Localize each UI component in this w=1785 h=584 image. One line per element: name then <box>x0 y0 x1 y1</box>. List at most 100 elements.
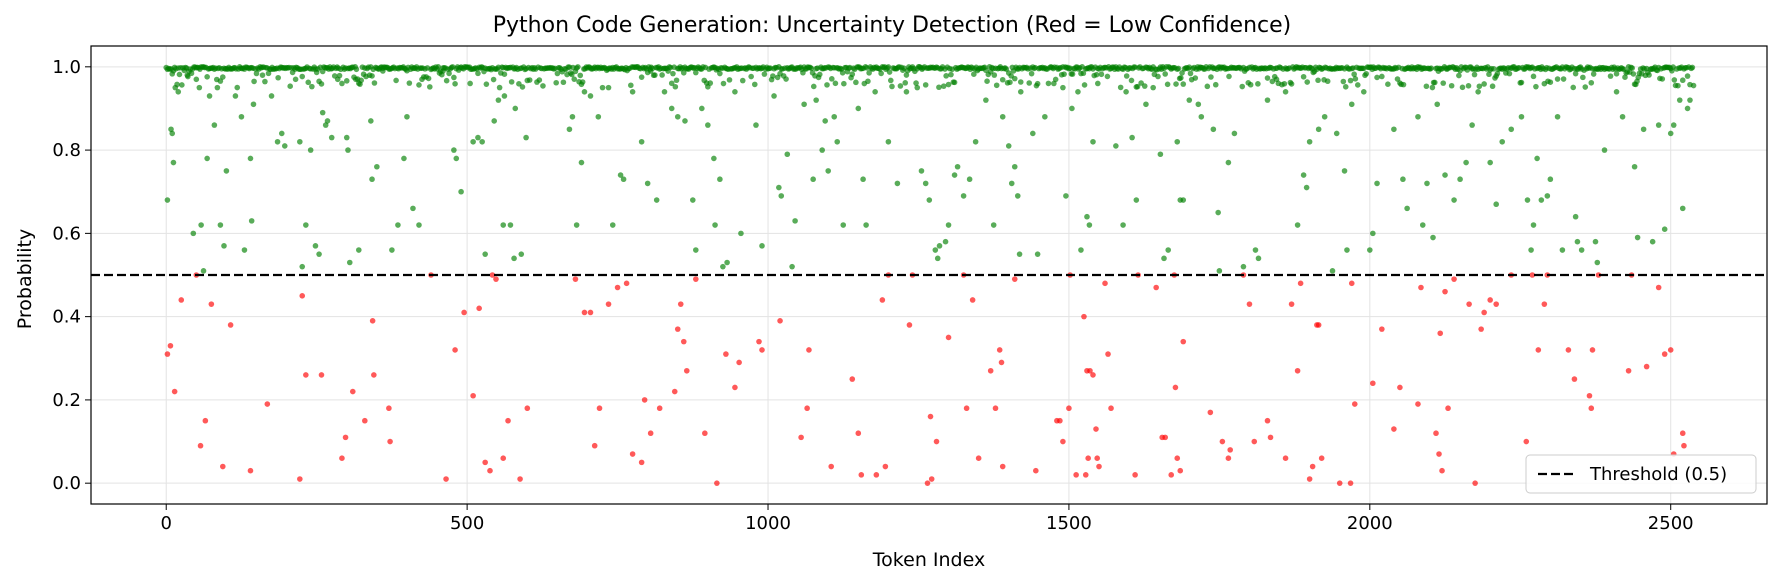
high-confidence-point <box>268 93 275 99</box>
high-confidence-point <box>553 79 559 86</box>
high-confidence-point <box>705 122 711 128</box>
high-confidence-point <box>1370 230 1376 237</box>
high-confidence-point <box>993 82 1000 89</box>
high-confidence-point <box>1476 83 1483 90</box>
high-confidence-point <box>250 101 257 108</box>
high-confidence-point <box>1572 213 1579 220</box>
high-confidence-point <box>1554 113 1561 120</box>
low-confidence-point <box>1679 430 1686 437</box>
high-confidence-point <box>819 147 825 153</box>
low-confidence-point <box>693 276 699 282</box>
low-confidence-point <box>1391 426 1397 432</box>
low-confidence-point <box>945 334 952 341</box>
low-confidence-point <box>178 297 185 303</box>
high-confidence-point <box>889 83 895 90</box>
high-confidence-point <box>1187 70 1194 77</box>
high-confidence-point <box>999 76 1006 83</box>
low-confidence-point <box>1478 326 1484 332</box>
low-confidence-point <box>1066 405 1072 412</box>
high-confidence-point <box>1348 101 1355 108</box>
high-confidence-point <box>443 77 450 84</box>
high-confidence-point <box>1607 73 1614 79</box>
low-confidence-point <box>461 309 467 316</box>
low-confidence-point <box>303 372 309 378</box>
low-confidence-point <box>1523 438 1530 445</box>
high-confidence-point <box>1592 238 1599 245</box>
high-confidence-point <box>200 268 207 274</box>
high-confidence-point <box>188 70 195 77</box>
x-tick-label: 500 <box>450 513 484 534</box>
low-confidence-point <box>470 392 476 399</box>
high-confidence-point <box>753 122 759 128</box>
high-confidence-point <box>926 197 933 203</box>
low-confidence-point <box>1336 480 1343 486</box>
high-confidence-point <box>759 243 765 249</box>
low-confidence-point <box>387 438 393 445</box>
high-confidence-point <box>954 163 961 170</box>
high-confidence-point <box>1490 66 1497 72</box>
high-confidence-point <box>670 70 676 77</box>
low-confidence-point <box>828 463 835 470</box>
low-confidence-point <box>1535 347 1542 353</box>
high-confidence-point <box>1622 74 1628 80</box>
high-confidence-point <box>824 82 830 88</box>
low-confidence-point <box>493 276 499 282</box>
high-confidence-point <box>1340 78 1347 85</box>
high-confidence-point <box>560 79 567 86</box>
high-confidence-point <box>179 82 185 88</box>
high-confidence-point <box>841 80 847 87</box>
high-confidence-point <box>789 263 795 270</box>
high-confidence-point <box>406 80 413 86</box>
high-confidence-point <box>945 222 952 228</box>
low-confidence-point <box>969 297 976 303</box>
low-confidence-point <box>202 417 209 424</box>
low-confidence-point <box>1481 309 1487 316</box>
low-confidence-point <box>1466 301 1472 307</box>
high-confidence-point <box>825 168 831 174</box>
high-confidence-point <box>653 197 660 203</box>
high-confidence-point <box>303 222 309 228</box>
low-confidence-point <box>683 367 690 374</box>
high-confidence-point <box>1601 147 1608 153</box>
high-confidence-point <box>1631 163 1638 170</box>
low-confidence-point <box>297 476 303 482</box>
high-confidence-point <box>1045 80 1052 87</box>
high-confidence-point <box>668 105 675 112</box>
high-confidence-point <box>221 243 227 249</box>
high-confidence-point <box>287 83 293 90</box>
high-confidence-point <box>1016 251 1023 257</box>
high-confidence-point <box>1216 268 1223 274</box>
high-confidence-point <box>724 259 730 266</box>
high-confidence-point <box>1590 71 1597 77</box>
high-confidence-point <box>1288 81 1295 87</box>
high-confidence-point <box>644 180 651 187</box>
low-confidence-point <box>1219 438 1226 445</box>
high-confidence-point <box>1481 81 1487 87</box>
high-confidence-point <box>1560 76 1567 82</box>
high-confidence-point <box>783 76 789 82</box>
high-confidence-point <box>446 70 452 77</box>
low-confidence-point <box>452 347 458 353</box>
low-confidence-point <box>963 405 970 412</box>
low-confidence-point <box>1565 347 1572 353</box>
high-confidence-point <box>1493 201 1499 208</box>
high-confidence-point <box>1007 79 1013 86</box>
x-axis-label: Token Index <box>872 549 985 571</box>
high-confidence-point <box>1471 71 1478 78</box>
high-confidence-point <box>732 89 738 95</box>
high-confidence-point <box>599 84 606 91</box>
low-confidence-point <box>1442 288 1448 295</box>
low-confidence-point <box>1318 455 1325 462</box>
y-axis-label: Probability <box>14 229 36 329</box>
high-confidence-point <box>1547 79 1554 86</box>
low-confidence-point <box>1172 384 1179 391</box>
high-confidence-point <box>1240 263 1247 270</box>
high-confidence-point <box>1661 226 1668 232</box>
high-confidence-point <box>887 77 894 84</box>
high-confidence-point <box>1093 71 1100 78</box>
low-confidence-point <box>975 455 982 462</box>
high-confidence-point <box>1086 222 1093 228</box>
high-confidence-point <box>776 184 782 191</box>
high-confidence-point <box>566 126 573 133</box>
